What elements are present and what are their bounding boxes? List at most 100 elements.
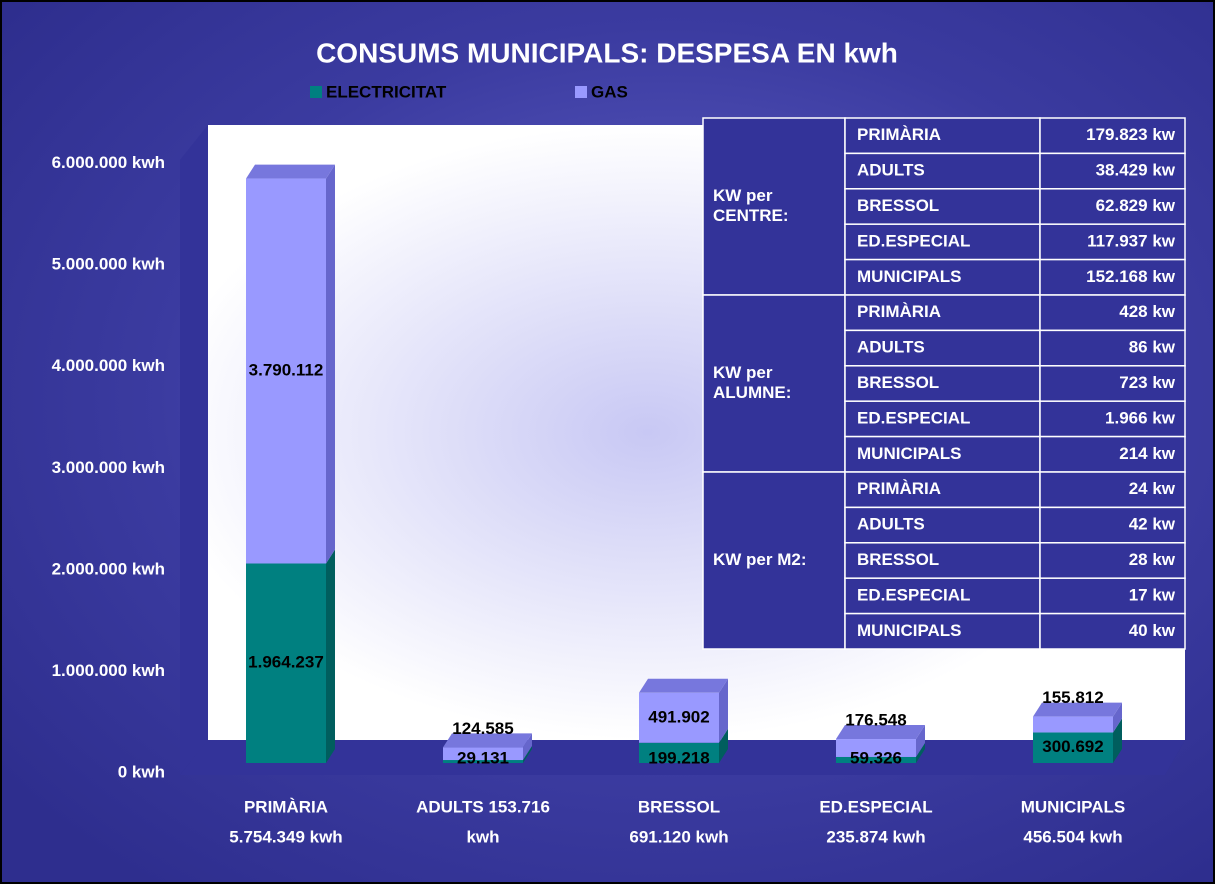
table-row-name: PRIMÀRIA — [857, 125, 941, 144]
table-row-value: 723 kw — [1119, 373, 1176, 392]
bar-top — [836, 725, 925, 740]
table-cell — [1039, 152, 1186, 190]
table-row-value: 17 kw — [1129, 585, 1176, 604]
bar-top — [639, 678, 728, 693]
data-label: 300.692 — [1042, 737, 1103, 756]
table-row-name: BRESSOL — [857, 373, 939, 392]
table-row-value: 428 kw — [1119, 302, 1176, 321]
bar-side — [523, 733, 532, 761]
table-cell — [844, 612, 1041, 650]
bar — [246, 178, 326, 564]
table-cell — [1039, 294, 1186, 332]
bar — [639, 692, 719, 743]
data-label: 124.585 — [452, 719, 513, 738]
table-cell — [1039, 223, 1186, 261]
x-tick-label: kwh — [466, 827, 499, 846]
table-section-label: KW per — [713, 363, 773, 382]
bar-side — [1113, 702, 1122, 733]
table-row-value: 214 kw — [1119, 444, 1176, 463]
y-tick-label: 1.000.000 kwh — [52, 661, 165, 680]
table-cell — [1039, 506, 1186, 544]
bar — [836, 739, 916, 757]
table-row-name: ED.ESPECIAL — [857, 231, 970, 250]
table-cell — [702, 117, 846, 296]
table-cell — [1039, 258, 1186, 296]
y-tick-label: 4.000.000 kwh — [52, 356, 165, 375]
data-label: 1.964.237 — [248, 653, 324, 672]
table-cell — [844, 188, 1041, 225]
y-tick-label: 5.000.000 kwh — [52, 255, 165, 274]
legend-label: GAS — [591, 82, 628, 101]
x-tick-label: 5.754.349 kwh — [229, 827, 342, 846]
table-cell — [1039, 577, 1186, 615]
table-section-label: CENTRE: — [713, 206, 789, 225]
table-cell — [844, 506, 1041, 544]
data-label: 199.218 — [648, 748, 709, 767]
legend-label: ELECTRICITAT — [326, 82, 447, 101]
table-cell — [844, 365, 1041, 402]
bar — [836, 756, 916, 763]
x-tick-label: PRIMÀRIA — [244, 797, 328, 816]
table-row-value: 42 kw — [1129, 515, 1176, 534]
y-tick-label: 0 kwh — [118, 762, 165, 781]
table-cell — [702, 294, 846, 473]
data-label: 29.131 — [457, 748, 509, 767]
table-cell — [702, 471, 846, 650]
bar — [1033, 716, 1113, 733]
table-row-name: MUNICIPALS — [857, 267, 962, 286]
table-row-name: PRIMÀRIA — [857, 479, 941, 498]
bar-top — [246, 164, 335, 179]
table-cell — [1039, 612, 1186, 650]
table-row-name: ADULTS — [857, 515, 925, 534]
data-label: 155.812 — [1042, 688, 1103, 707]
table-row-name: ED.ESPECIAL — [857, 408, 970, 427]
table-cell — [1039, 329, 1186, 367]
y-tick-label: 2.000.000 kwh — [52, 559, 165, 578]
data-label: 176.548 — [845, 711, 906, 730]
chart-title: CONSUMS MUNICIPALS: DESPESA EN kwh — [316, 37, 898, 68]
table-row-name: ED.ESPECIAL — [857, 585, 970, 604]
legend-swatch — [575, 86, 587, 98]
y-tick-label: 6.000.000 kwh — [52, 153, 165, 172]
x-tick-label: BRESSOL — [638, 797, 720, 816]
table-row-value: 152.168 kw — [1086, 267, 1176, 286]
bar — [1033, 732, 1113, 763]
bar-side — [916, 725, 925, 757]
table-row-value: 40 kw — [1129, 621, 1176, 640]
table-cell — [1039, 400, 1186, 438]
table-row-name: ADULTS — [857, 161, 925, 180]
table-cell — [1039, 435, 1186, 473]
table-row-value: 38.429 kw — [1096, 161, 1176, 180]
table-row-name: ADULTS — [857, 338, 925, 357]
bar-side — [326, 549, 335, 763]
x-tick-label: 691.120 kwh — [629, 827, 728, 846]
table-row-value: 28 kw — [1129, 550, 1176, 569]
table-row-name: MUNICIPALS — [857, 444, 962, 463]
side-wall — [180, 125, 208, 775]
table-cell — [844, 294, 1041, 332]
table-row-name: BRESSOL — [857, 196, 939, 215]
table-cell — [844, 329, 1041, 367]
table-row-value: 179.823 kw — [1086, 125, 1176, 144]
table-cell — [844, 471, 1041, 509]
x-tick-label: ADULTS 153.716 — [416, 797, 550, 816]
data-label: 491.902 — [648, 707, 709, 726]
table-cell — [1039, 471, 1186, 509]
x-tick-label: ED.ESPECIAL — [819, 797, 932, 816]
legend-swatch — [310, 86, 322, 98]
table-cell — [1039, 117, 1186, 155]
bar-top — [443, 733, 532, 748]
table-row-value: 1.966 kw — [1105, 408, 1176, 427]
table-cell — [844, 223, 1041, 261]
x-tick-label: MUNICIPALS — [1021, 797, 1126, 816]
x-tick-label: 235.874 kwh — [826, 827, 925, 846]
bar-side — [326, 164, 335, 564]
table-section-label: KW per — [713, 186, 773, 205]
bar-side — [916, 742, 925, 763]
data-label: 59.326 — [850, 748, 902, 767]
table-row-value: 117.937 kw — [1087, 231, 1176, 250]
bar-side — [1113, 718, 1122, 763]
bar — [443, 760, 523, 763]
table-section-label: ALUMNE: — [713, 383, 791, 402]
